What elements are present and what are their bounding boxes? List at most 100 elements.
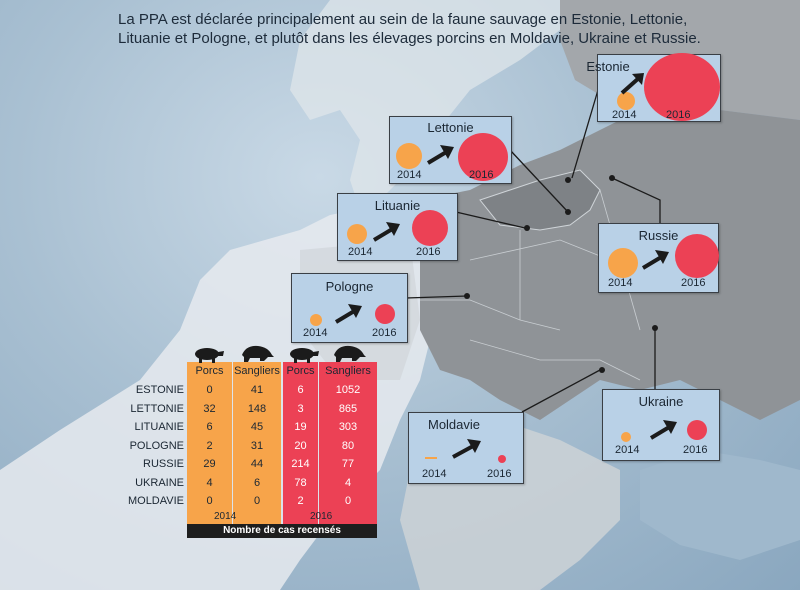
table-row-label: POLOGNE — [129, 439, 184, 452]
table-cell: 6 — [206, 421, 213, 433]
circle-2014 — [347, 224, 367, 244]
boar-icon — [334, 345, 366, 362]
table-cell: 3 — [297, 402, 304, 415]
year-2016: 2016 — [416, 246, 441, 258]
year-2016: 2016 — [666, 109, 691, 121]
header-pigs-2016: Porcs — [286, 365, 315, 377]
table-cell: 44 — [250, 458, 264, 470]
arrow-icon — [334, 304, 362, 324]
table-footer: Nombre de cas recensés — [187, 524, 377, 538]
table-cell: 4 — [344, 476, 352, 489]
card-russie: Russie 2014 2016 — [598, 223, 719, 293]
table-cell: 41 — [250, 384, 264, 396]
country-name: Estonie — [586, 59, 630, 74]
table-cell: 2 — [206, 439, 213, 452]
table-cell: 31 — [250, 439, 264, 452]
circle-2016 — [644, 53, 720, 121]
year-2016: 2016 — [487, 468, 512, 480]
card-lettonie: Lettonie 2014 2016 — [389, 116, 512, 184]
boar-icon — [242, 345, 274, 362]
year-2014: 2014 — [608, 277, 633, 289]
circle-2016 — [458, 133, 508, 181]
card-estonie: Estonie 2014 2016 — [586, 53, 721, 122]
black-sea — [640, 450, 800, 560]
year-2016: 2016 — [469, 169, 494, 181]
line-2014 — [425, 457, 437, 459]
col-bg-pigs-2014 — [187, 362, 232, 524]
table-cell: 32 — [203, 402, 216, 415]
table-row-label: ESTONIE — [135, 384, 184, 396]
table-row-label: UKRAINE — [135, 476, 184, 489]
table-cell: 0 — [253, 495, 261, 507]
country-name: Lettonie — [427, 120, 474, 135]
col-bg-boars-2014 — [233, 362, 281, 524]
table-cell: 148 — [247, 402, 267, 415]
circle-2014 — [310, 314, 322, 326]
table-cell: 29 — [203, 458, 216, 470]
year-2014: 2014 — [615, 444, 640, 456]
arrow-icon — [620, 73, 644, 95]
circle-2016 — [687, 420, 707, 440]
arrow-icon — [649, 420, 677, 440]
table-cell: 80 — [341, 439, 355, 452]
table-cell: 45 — [250, 421, 264, 433]
header-boars-2016: Sangliers — [325, 365, 371, 377]
country-name: Pologne — [325, 279, 374, 294]
table-cell: 19 — [294, 421, 307, 433]
table-cell: 1052 — [335, 384, 361, 396]
table-cell: 2 — [297, 495, 304, 507]
year-2014: 2014 — [422, 468, 447, 480]
table-cell: 78 — [294, 476, 307, 489]
header-pigs-2014: Porcs — [195, 365, 224, 377]
year-label-2016: 2016 — [310, 511, 333, 522]
arrow-icon — [452, 439, 481, 459]
table-cell: 0 — [206, 384, 213, 396]
table-row-label: MOLDAVIE — [127, 495, 184, 507]
card-ukraine: Ukraine 2014 2016 — [602, 389, 720, 461]
table-row-label: LETTONIE — [130, 402, 184, 415]
year-2014: 2014 — [612, 109, 637, 121]
year-2016: 2016 — [372, 327, 397, 339]
year-label-2014: 2014 — [214, 511, 237, 522]
table-cell: 77 — [341, 458, 355, 470]
pig-icon — [195, 348, 224, 363]
scandinavia-land — [290, 0, 600, 210]
country-name: Russie — [638, 228, 679, 243]
year-2016: 2016 — [681, 277, 706, 289]
circle-2016 — [675, 234, 719, 278]
table-cell: 0 — [344, 495, 352, 507]
card-moldavie: Moldavie 2014 2016 — [408, 412, 524, 484]
circle-2014 — [396, 143, 422, 169]
country-name: Lituanie — [374, 198, 421, 213]
arrow-icon — [426, 145, 454, 165]
table-cell: 214 — [291, 458, 310, 470]
header-boars-2014: Sangliers — [234, 365, 280, 377]
year-2016: 2016 — [683, 444, 708, 456]
table-cell: 865 — [338, 402, 358, 415]
table-cell: 20 — [294, 439, 307, 452]
headline-text: La PPA est déclarée principalement au se… — [118, 11, 701, 47]
table-cell: 6 — [297, 384, 304, 396]
card-lituanie: Lituanie 2014 2016 — [337, 193, 458, 261]
card-pologne: Pologne 2014 2016 — [291, 273, 408, 343]
table-row-label: RUSSIE — [143, 458, 184, 470]
year-2014: 2014 — [303, 327, 328, 339]
circle-2016 — [412, 210, 448, 246]
pig-icon — [290, 348, 319, 363]
col-bg-pigs-2016 — [283, 362, 318, 524]
table-cell: 0 — [206, 495, 213, 507]
circle-2016 — [375, 304, 395, 324]
table-cell: 6 — [253, 476, 261, 489]
table-cell: 303 — [338, 421, 358, 433]
circle-2014 — [617, 92, 635, 110]
col-bg-boars-2016 — [319, 362, 377, 524]
country-name: Ukraine — [638, 394, 684, 409]
year-2014: 2014 — [348, 246, 373, 258]
year-2014: 2014 — [397, 169, 422, 181]
table-cell: 4 — [206, 476, 213, 489]
arrow-icon — [641, 250, 669, 270]
baltic-states — [479, 169, 601, 231]
country-name: Moldavie — [427, 417, 481, 432]
circle-2016 — [498, 455, 506, 463]
